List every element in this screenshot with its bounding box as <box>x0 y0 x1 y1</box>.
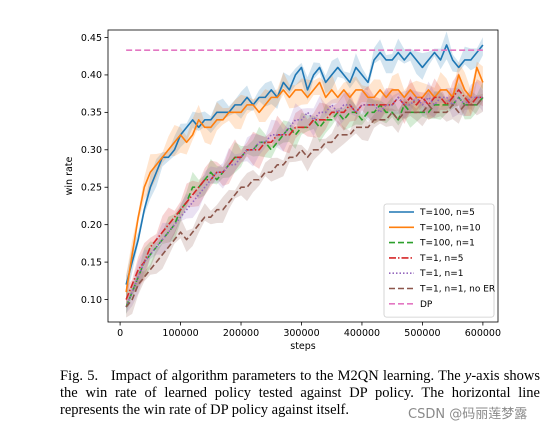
caption-text-b: -axis shows the win rate of learned poli… <box>60 368 541 418</box>
y-tick-label: 0.40 <box>81 70 102 81</box>
legend-label: T=1, n=1, no ER <box>419 285 495 295</box>
legend-label: T=100, n=5 <box>419 208 475 218</box>
caption-fig-label: Fig. 5. <box>60 368 99 384</box>
y-axis-ticks: 0.10 0.15 0.20 0.25 0.30 0.35 0.40 0.45 <box>81 33 108 306</box>
caption-text-a: Impact of algorithm parameters to the M2… <box>110 368 465 384</box>
y-tick-label: 0.25 <box>81 183 102 194</box>
series-band <box>126 81 483 314</box>
y-tick-label: 0.45 <box>81 33 102 44</box>
series-line <box>125 44 484 285</box>
legend-label: T=1, n=5 <box>419 254 463 264</box>
series-band <box>126 31 483 299</box>
y-tick-label: 0.20 <box>81 220 102 231</box>
x-tick-label: 400000 <box>344 328 380 339</box>
x-axis-ticks: 0 100000 200000 300000 400000 500000 600000 <box>117 322 501 339</box>
x-tick-label: 500000 <box>404 328 440 339</box>
x-tick-label: 100000 <box>162 328 198 339</box>
legend: T=100, n=5 T=100, n=10 T=100, n=1 T=1, n=5 T… <box>383 203 495 318</box>
legend-label: T=100, n=10 <box>419 223 481 233</box>
legend-label: T=1, n=1 <box>419 269 463 279</box>
series-band <box>126 90 483 318</box>
series-lines <box>125 44 484 308</box>
y-tick-label: 0.30 <box>81 145 102 156</box>
x-axis-label: steps <box>290 341 316 352</box>
line-chart: 0 100000 200000 300000 400000 500000 600000 0.… <box>64 29 501 352</box>
figure-caption: Fig. 5. Impact of algorithm parameters t… <box>60 368 540 419</box>
x-tick-label: 300000 <box>283 328 319 339</box>
y-tick-label: 0.35 <box>81 108 102 119</box>
y-tick-label: 0.10 <box>81 295 102 306</box>
caption-italic-y: y <box>464 368 472 384</box>
series-line <box>125 89 483 300</box>
plot-frame <box>107 29 499 323</box>
watermark: CSDN @码丽莲梦露 <box>408 407 528 422</box>
x-tick-label: 0 <box>117 328 123 339</box>
legend-label: T=100, n=1 <box>419 239 475 249</box>
series-band <box>126 72 483 305</box>
legend-label: DP <box>420 300 433 310</box>
x-tick-label: 600000 <box>465 328 501 339</box>
y-tick-label: 0.15 <box>81 257 102 268</box>
x-tick-label: 200000 <box>223 328 259 339</box>
y-axis-label: win rate <box>64 156 75 195</box>
series-line <box>125 66 484 293</box>
series-line <box>125 96 484 308</box>
